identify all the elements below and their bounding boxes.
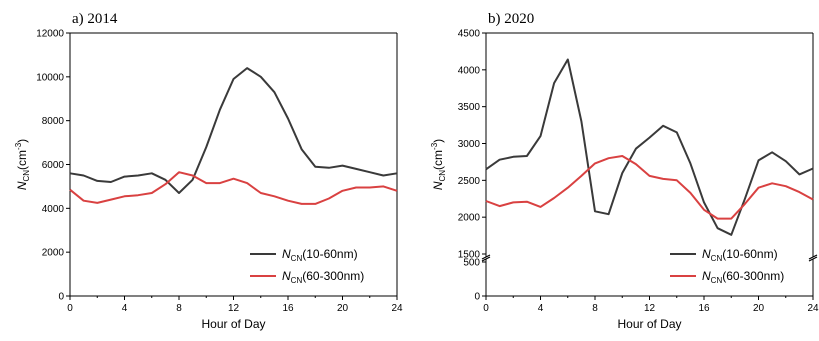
- legend-symbol: N: [282, 247, 291, 261]
- x-axis-title: Hour of Day: [201, 317, 265, 331]
- legend-label: NCN(60-300nm): [282, 269, 364, 285]
- y-tick-label: 2000: [42, 248, 65, 259]
- x-tick-label: 8: [592, 303, 598, 314]
- y-tick-label: 2000: [458, 213, 481, 224]
- legend-label: NCN(10-60nm): [282, 247, 358, 263]
- legend-label: NCN(60-300nm): [702, 269, 784, 285]
- x-axis-title: Hour of Day: [617, 317, 681, 331]
- y-tick-label: 4500: [458, 29, 481, 40]
- x-tick-label: 16: [698, 303, 710, 314]
- x-tick-label: 20: [753, 303, 765, 314]
- y-tick-label: 12000: [36, 29, 64, 40]
- x-tick-label: 24: [807, 303, 819, 314]
- legend-symbol: N: [282, 269, 291, 283]
- y-axis-title: NCN(cm-3): [14, 139, 31, 190]
- x-tick-label: 12: [644, 303, 656, 314]
- y-tick-label: 500: [463, 258, 480, 269]
- y-axis-title: NCN(cm-3): [430, 139, 447, 190]
- y-axis-title-symbol: N: [15, 181, 29, 190]
- legend-range: (10-60nm): [302, 247, 357, 261]
- legend-entry-1: NCN(10-60nm): [670, 247, 778, 263]
- y-axis-title-symbol: N: [431, 181, 445, 190]
- axis-break-mark: [481, 256, 491, 262]
- legend-symbol: N: [702, 269, 711, 283]
- x-tick-label: 4: [122, 303, 128, 314]
- y-tick-label: 1500: [458, 250, 481, 261]
- y-tick-label: 3500: [458, 102, 481, 113]
- y-tick-label: 2500: [458, 176, 481, 187]
- axis-break-mark: [808, 256, 818, 262]
- series-line-2: [485, 155, 814, 220]
- y-axis-title-subscript: CN: [22, 170, 31, 182]
- series-line-1: [485, 58, 814, 236]
- legend-entry-2: NCN(60-300nm): [670, 269, 784, 285]
- y-axis-title-exponent: -3: [14, 142, 23, 150]
- series-line-2: [69, 171, 398, 205]
- x-tick-label: 16: [282, 303, 294, 314]
- legend-entry-2: NCN(60-300nm): [250, 269, 364, 285]
- x-tick-label: 24: [391, 303, 403, 314]
- x-tick-label: 20: [337, 303, 349, 314]
- legend-entry-1: NCN(10-60nm): [250, 247, 358, 263]
- legend-subscript: CN: [711, 254, 723, 263]
- axis-break-mark: [808, 254, 818, 260]
- x-tick-label: 8: [176, 303, 182, 314]
- y-axis-title-unit: (cm: [431, 150, 445, 170]
- chart-panel-1: 0 4 8 12 16 20 24 0 2000 4000 6000 8000 10000 12000 a)…: [14, 11, 403, 331]
- legend-range: (60-300nm): [302, 269, 364, 283]
- legend-subscript: CN: [291, 254, 303, 263]
- x-tick-label: 0: [483, 303, 489, 314]
- y-tick-label: 0: [58, 292, 64, 303]
- y-tick-label: 4000: [458, 65, 481, 76]
- y-tick-label: 0: [474, 292, 480, 303]
- y-tick-label: 8000: [42, 116, 65, 127]
- legend-range: (60-300nm): [722, 269, 784, 283]
- legend-label: NCN(10-60nm): [702, 247, 778, 263]
- panel-label: a) 2014: [72, 11, 118, 27]
- x-tick-label: 4: [538, 303, 544, 314]
- x-tick-label: 12: [228, 303, 240, 314]
- y-axis-title-unit-close: ): [15, 139, 29, 143]
- legend-subscript: CN: [711, 276, 723, 285]
- y-axis-title-exponent: -3: [430, 142, 439, 150]
- series-line-1: [69, 67, 398, 194]
- legend-symbol: N: [702, 247, 711, 261]
- y-tick-label: 10000: [36, 72, 64, 83]
- panel-label: b) 2020: [488, 11, 534, 27]
- y-tick-label: 6000: [42, 160, 65, 171]
- axis-break-mark: [481, 254, 491, 260]
- y-tick-label: 4000: [42, 204, 65, 215]
- legend-subscript: CN: [291, 276, 303, 285]
- y-tick-label: 3000: [458, 139, 481, 150]
- y-axis-title-unit: (cm: [15, 150, 29, 170]
- y-axis-title-unit-close: ): [431, 139, 445, 143]
- legend-range: (10-60nm): [722, 247, 777, 261]
- y-axis-title-subscript: CN: [438, 170, 447, 182]
- x-tick-label: 0: [67, 303, 73, 314]
